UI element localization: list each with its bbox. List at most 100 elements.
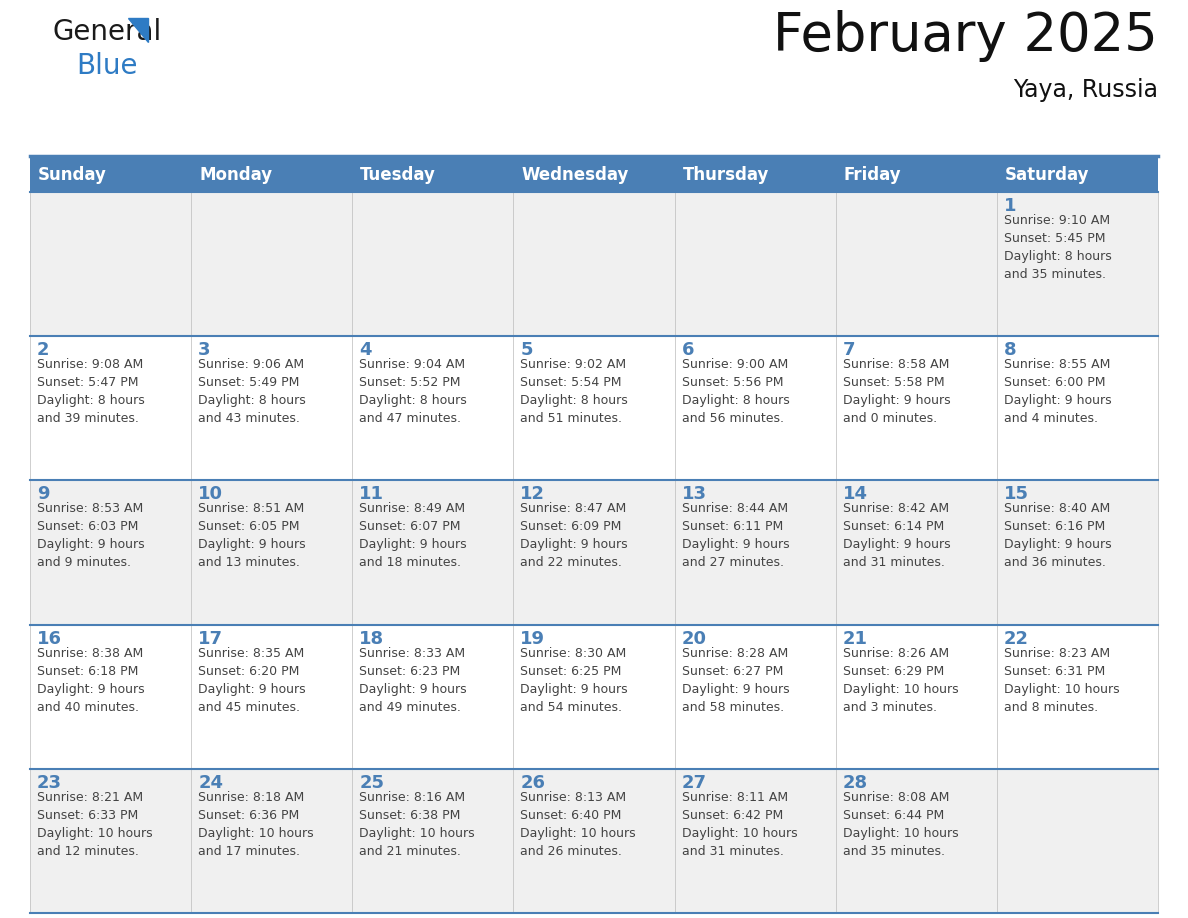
Text: 8: 8: [1004, 341, 1017, 359]
Text: Sunrise: 9:06 AM
Sunset: 5:49 PM
Daylight: 8 hours
and 43 minutes.: Sunrise: 9:06 AM Sunset: 5:49 PM Dayligh…: [198, 358, 305, 425]
Bar: [191, 624, 353, 768]
Text: General: General: [52, 18, 162, 46]
Text: Yaya, Russia: Yaya, Russia: [1013, 78, 1158, 102]
Bar: [30, 158, 191, 192]
Text: Sunrise: 8:23 AM
Sunset: 6:31 PM
Daylight: 10 hours
and 8 minutes.: Sunrise: 8:23 AM Sunset: 6:31 PM Dayligh…: [1004, 646, 1119, 713]
Text: 28: 28: [842, 774, 868, 792]
Text: 12: 12: [520, 486, 545, 503]
Text: Sunrise: 9:04 AM
Sunset: 5:52 PM
Daylight: 8 hours
and 47 minutes.: Sunrise: 9:04 AM Sunset: 5:52 PM Dayligh…: [359, 358, 467, 425]
Text: Sunrise: 8:44 AM
Sunset: 6:11 PM
Daylight: 9 hours
and 27 minutes.: Sunrise: 8:44 AM Sunset: 6:11 PM Dayligh…: [682, 502, 789, 569]
Text: 10: 10: [198, 486, 223, 503]
Bar: [191, 192, 353, 336]
Text: Saturday: Saturday: [1005, 166, 1089, 184]
Bar: [30, 336, 191, 480]
Text: Sunrise: 8:51 AM
Sunset: 6:05 PM
Daylight: 9 hours
and 13 minutes.: Sunrise: 8:51 AM Sunset: 6:05 PM Dayligh…: [198, 502, 305, 569]
Text: 11: 11: [359, 486, 384, 503]
Bar: [513, 624, 675, 768]
Text: 14: 14: [842, 486, 867, 503]
Bar: [675, 480, 835, 624]
Text: 13: 13: [682, 486, 707, 503]
Bar: [191, 158, 353, 192]
Text: Sunrise: 9:02 AM
Sunset: 5:54 PM
Daylight: 8 hours
and 51 minutes.: Sunrise: 9:02 AM Sunset: 5:54 PM Dayligh…: [520, 358, 628, 425]
Text: Sunrise: 8:16 AM
Sunset: 6:38 PM
Daylight: 10 hours
and 21 minutes.: Sunrise: 8:16 AM Sunset: 6:38 PM Dayligh…: [359, 790, 475, 857]
Text: 6: 6: [682, 341, 694, 359]
Bar: [30, 624, 191, 768]
Text: 19: 19: [520, 630, 545, 647]
Bar: [30, 480, 191, 624]
Bar: [30, 192, 191, 336]
Text: 17: 17: [198, 630, 223, 647]
Bar: [191, 768, 353, 913]
Bar: [353, 624, 513, 768]
Text: 18: 18: [359, 630, 385, 647]
Text: Sunrise: 8:38 AM
Sunset: 6:18 PM
Daylight: 9 hours
and 40 minutes.: Sunrise: 8:38 AM Sunset: 6:18 PM Dayligh…: [37, 646, 145, 713]
Bar: [835, 192, 997, 336]
Text: 15: 15: [1004, 486, 1029, 503]
Text: Sunrise: 9:10 AM
Sunset: 5:45 PM
Daylight: 8 hours
and 35 minutes.: Sunrise: 9:10 AM Sunset: 5:45 PM Dayligh…: [1004, 214, 1112, 281]
Text: Sunrise: 8:26 AM
Sunset: 6:29 PM
Daylight: 10 hours
and 3 minutes.: Sunrise: 8:26 AM Sunset: 6:29 PM Dayligh…: [842, 646, 959, 713]
Text: Sunrise: 8:33 AM
Sunset: 6:23 PM
Daylight: 9 hours
and 49 minutes.: Sunrise: 8:33 AM Sunset: 6:23 PM Dayligh…: [359, 646, 467, 713]
Text: Sunrise: 8:42 AM
Sunset: 6:14 PM
Daylight: 9 hours
and 31 minutes.: Sunrise: 8:42 AM Sunset: 6:14 PM Dayligh…: [842, 502, 950, 569]
Bar: [513, 158, 675, 192]
Text: Sunrise: 8:58 AM
Sunset: 5:58 PM
Daylight: 9 hours
and 0 minutes.: Sunrise: 8:58 AM Sunset: 5:58 PM Dayligh…: [842, 358, 950, 425]
Bar: [353, 336, 513, 480]
Text: February 2025: February 2025: [773, 10, 1158, 62]
Polygon shape: [128, 18, 148, 42]
Text: 20: 20: [682, 630, 707, 647]
Text: 1: 1: [1004, 197, 1017, 215]
Bar: [30, 768, 191, 913]
Text: Sunrise: 8:18 AM
Sunset: 6:36 PM
Daylight: 10 hours
and 17 minutes.: Sunrise: 8:18 AM Sunset: 6:36 PM Dayligh…: [198, 790, 314, 857]
Bar: [353, 768, 513, 913]
Text: Sunrise: 8:13 AM
Sunset: 6:40 PM
Daylight: 10 hours
and 26 minutes.: Sunrise: 8:13 AM Sunset: 6:40 PM Dayligh…: [520, 790, 636, 857]
Bar: [513, 480, 675, 624]
Bar: [513, 768, 675, 913]
Text: Wednesday: Wednesday: [522, 166, 628, 184]
Bar: [191, 336, 353, 480]
Text: Sunrise: 8:55 AM
Sunset: 6:00 PM
Daylight: 9 hours
and 4 minutes.: Sunrise: 8:55 AM Sunset: 6:00 PM Dayligh…: [1004, 358, 1112, 425]
Text: Monday: Monday: [200, 166, 272, 184]
Text: Sunrise: 9:08 AM
Sunset: 5:47 PM
Daylight: 8 hours
and 39 minutes.: Sunrise: 9:08 AM Sunset: 5:47 PM Dayligh…: [37, 358, 145, 425]
Bar: [997, 768, 1158, 913]
Text: 9: 9: [37, 486, 50, 503]
Text: 2: 2: [37, 341, 50, 359]
Bar: [997, 624, 1158, 768]
Bar: [997, 192, 1158, 336]
Text: Sunrise: 8:11 AM
Sunset: 6:42 PM
Daylight: 10 hours
and 31 minutes.: Sunrise: 8:11 AM Sunset: 6:42 PM Dayligh…: [682, 790, 797, 857]
Text: Sunrise: 8:35 AM
Sunset: 6:20 PM
Daylight: 9 hours
and 45 minutes.: Sunrise: 8:35 AM Sunset: 6:20 PM Dayligh…: [198, 646, 305, 713]
Bar: [675, 624, 835, 768]
Text: 21: 21: [842, 630, 867, 647]
Text: Tuesday: Tuesday: [360, 166, 436, 184]
Text: 25: 25: [359, 774, 384, 792]
Text: 24: 24: [198, 774, 223, 792]
Bar: [675, 192, 835, 336]
Bar: [675, 768, 835, 913]
Text: Sunrise: 8:28 AM
Sunset: 6:27 PM
Daylight: 9 hours
and 58 minutes.: Sunrise: 8:28 AM Sunset: 6:27 PM Dayligh…: [682, 646, 789, 713]
Bar: [353, 480, 513, 624]
Bar: [997, 480, 1158, 624]
Text: Friday: Friday: [843, 166, 902, 184]
Bar: [675, 336, 835, 480]
Bar: [835, 624, 997, 768]
Text: 23: 23: [37, 774, 62, 792]
Bar: [835, 480, 997, 624]
Text: 4: 4: [359, 341, 372, 359]
Bar: [997, 158, 1158, 192]
Bar: [191, 480, 353, 624]
Text: 26: 26: [520, 774, 545, 792]
Text: Sunrise: 8:47 AM
Sunset: 6:09 PM
Daylight: 9 hours
and 22 minutes.: Sunrise: 8:47 AM Sunset: 6:09 PM Dayligh…: [520, 502, 628, 569]
Bar: [513, 192, 675, 336]
Text: Sunrise: 8:21 AM
Sunset: 6:33 PM
Daylight: 10 hours
and 12 minutes.: Sunrise: 8:21 AM Sunset: 6:33 PM Dayligh…: [37, 790, 152, 857]
Bar: [835, 768, 997, 913]
Bar: [835, 336, 997, 480]
Bar: [675, 158, 835, 192]
Text: 22: 22: [1004, 630, 1029, 647]
Text: 16: 16: [37, 630, 62, 647]
Text: Sunrise: 8:49 AM
Sunset: 6:07 PM
Daylight: 9 hours
and 18 minutes.: Sunrise: 8:49 AM Sunset: 6:07 PM Dayligh…: [359, 502, 467, 569]
Text: 3: 3: [198, 341, 210, 359]
Bar: [513, 336, 675, 480]
Text: 27: 27: [682, 774, 707, 792]
Text: Sunrise: 9:00 AM
Sunset: 5:56 PM
Daylight: 8 hours
and 56 minutes.: Sunrise: 9:00 AM Sunset: 5:56 PM Dayligh…: [682, 358, 789, 425]
Bar: [835, 158, 997, 192]
Bar: [997, 336, 1158, 480]
Text: Sunrise: 8:08 AM
Sunset: 6:44 PM
Daylight: 10 hours
and 35 minutes.: Sunrise: 8:08 AM Sunset: 6:44 PM Dayligh…: [842, 790, 959, 857]
